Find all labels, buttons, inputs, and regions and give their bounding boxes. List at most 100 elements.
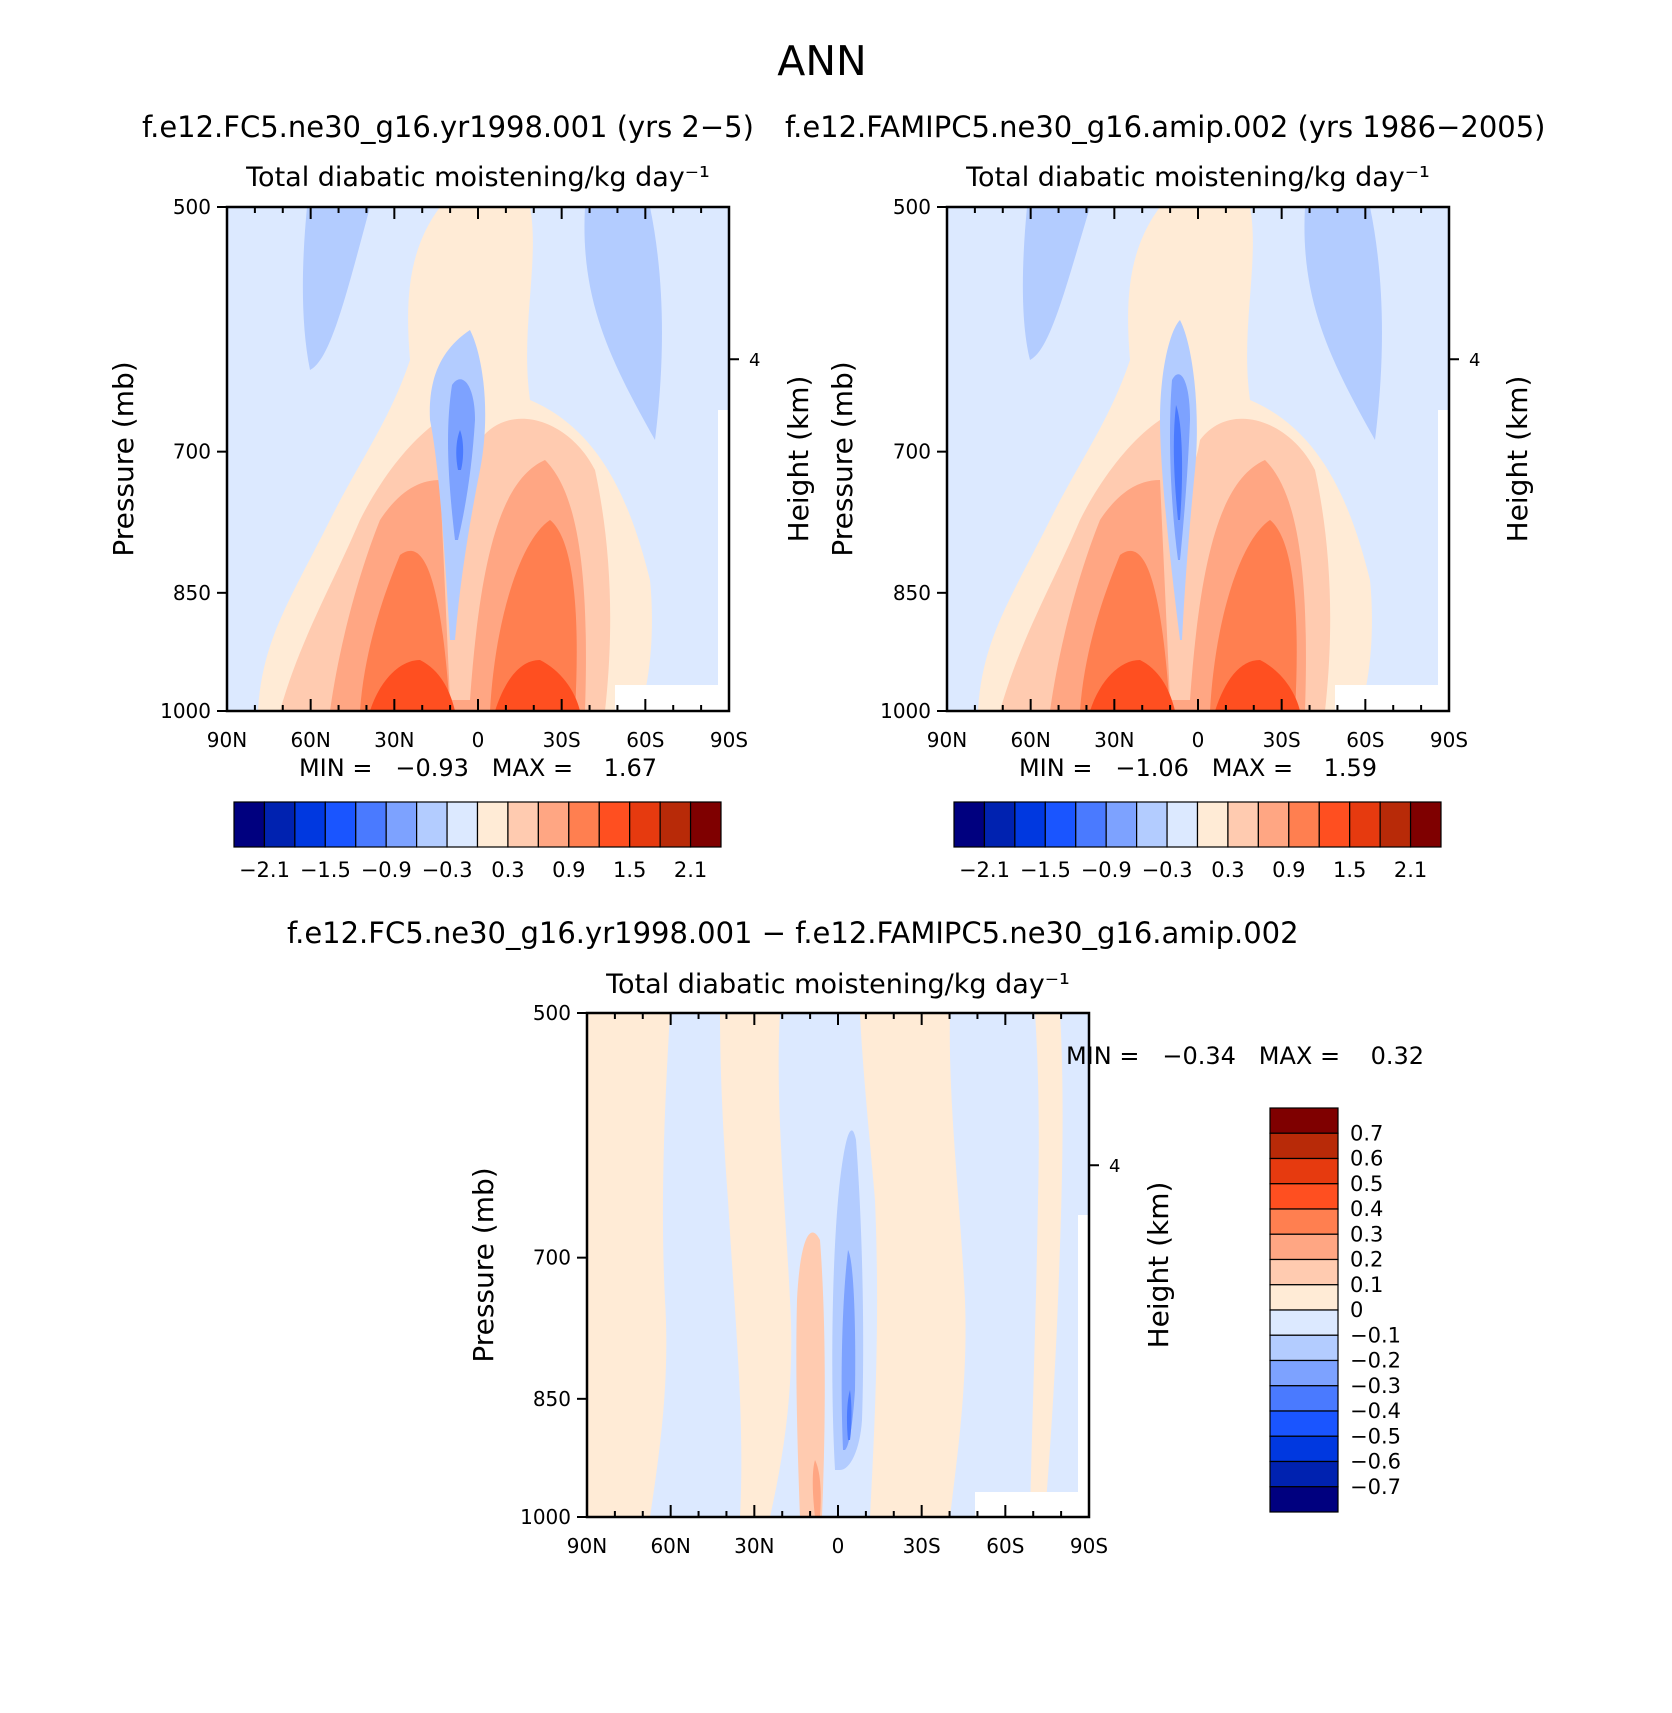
colorbar-swatch [1257,801,1290,848]
y-tick-label: 1000 [520,1505,571,1529]
colorbar-swatch [1269,1435,1339,1463]
y2-tick-label: 4 [1109,1156,1120,1177]
colorbar-swatch [385,801,418,848]
panel-b-y-axis-label: Pressure (mb) [826,361,859,556]
diff-y-axis-label: Pressure (mb) [467,1167,500,1362]
panel-b-pos-core-right [1210,520,1297,711]
colorbar-swatch [1269,1132,1339,1160]
panel-b-pos-peak-left [1090,660,1175,711]
panel-b-axes: 90N 60N 30N 0 30S 60S 90S 500 700 850 1000 4 [880,195,1480,752]
colorbar-swatch [1044,801,1077,848]
colorbar-swatch [355,801,387,848]
colorbar-swatch [1227,801,1259,848]
x-tick-label: 90N [927,728,967,752]
panel-a-axes: 90N 60N 30N 0 30S 60S 90S 500 700 850 1000 4 [160,195,760,752]
colorbar-swatch [294,801,326,848]
colorbar-label: −0.7 [1350,1475,1401,1499]
diff-neg-equator-min [846,1390,852,1440]
colorbar-label: −2.1 [239,858,290,882]
colorbar-swatch [1288,801,1320,848]
colorbar-label: 0.2 [1350,1248,1383,1272]
panel-b-case-title: f.e12.FAMIPC5.ne30_g16.amip.002 (yrs 198… [785,110,1546,144]
x-tick-label: 30S [543,728,581,752]
colorbar-label: 0.3 [1350,1222,1383,1246]
colorbar-swatch [1196,801,1229,848]
panel-b-chart-title: Total diabatic moistening/kg day⁻¹ [965,162,1430,193]
colorbar-swatch [233,801,266,848]
panel-b-topography-mask [1335,685,1449,711]
diff-case-title: f.e12.FC5.ne30_g16.yr1998.001 − f.e12.FA… [287,916,1299,950]
diff-pos-band-3 [860,1013,966,1517]
colorbar-label: 2.1 [674,858,707,882]
x-tick-label: 60N [1010,728,1050,752]
diff-pos-tropics-core [812,1460,821,1517]
colorbar-swatch [1136,801,1168,848]
colorbar-swatch [446,801,479,848]
panel-b-neg-left [1022,207,1090,360]
y-tick-label: 500 [893,195,931,219]
colorbar-swatch [598,801,631,848]
colorbar-swatch [476,801,509,848]
panel-a-pos-peak-right [495,660,580,711]
colorbar-label: −1.5 [300,858,351,882]
x-tick-label: 30N [374,728,414,752]
x-tick-label: 60N [650,1534,690,1558]
colorbar-label: −0.4 [1350,1399,1401,1423]
colorbar-label: 0.6 [1350,1147,1383,1171]
colorbar-label: −0.6 [1350,1450,1401,1474]
colorbar-label: 0.9 [1272,858,1305,882]
x-tick-label: 30N [734,1534,774,1558]
diff-axes: 90N 60N 30N 0 30S 60S 90S 500 700 850 1000 4 [520,1001,1120,1558]
colorbar-swatch [1075,801,1107,848]
colorbar-label: −0.3 [422,858,473,882]
colorbar-swatch [1409,801,1442,848]
colorbar-swatch [1379,801,1412,848]
colorbar-label: −0.9 [1081,858,1132,882]
colorbar-swatch [1014,801,1046,848]
x-tick-label: 30N [1094,728,1134,752]
colorbar-label: −1.5 [1020,858,1071,882]
colorbar-swatch [1269,1183,1339,1210]
colorbar-swatch [1269,1258,1339,1286]
panel-a-colorbar: −2.1 −1.5 −0.9 −0.3 0.3 0.9 1.5 2.1 [233,801,722,882]
panel-a-topography-mask [615,685,729,711]
colorbar-label: 0.7 [1350,1121,1383,1145]
panel-a-neg-right [584,207,662,440]
colorbar-swatch [1269,1334,1339,1362]
colorbar-swatch [1318,801,1351,848]
diff-pos-band-2 [720,1013,792,1517]
colorbar-label: −0.1 [1350,1323,1401,1347]
colorbar-swatch [659,801,692,848]
diff-topography-mask [975,1492,1089,1517]
colorbar-swatch [629,801,661,848]
panel-b-plot: Total diabatic moistening/kg day⁻¹ 90N 60… [826,162,1534,882]
colorbar-label: 0.1 [1350,1273,1383,1297]
x-tick-label: 30S [903,1534,941,1558]
colorbar-label: −0.3 [1142,858,1193,882]
y2-tick-label: 4 [1469,350,1480,371]
colorbar-swatch [1105,801,1138,848]
colorbar-swatch [507,801,539,848]
diff-pos-band-4 [1030,1013,1063,1517]
panel-b-equator-min [1173,405,1183,520]
x-tick-label: 90N [567,1534,607,1558]
colorbar-label: 1.5 [613,858,646,882]
y-tick-label: 1000 [160,699,211,723]
colorbar-swatch [568,801,600,848]
colorbar-swatch [1269,1107,1339,1134]
panel-a-topography-mask-2 [718,410,729,711]
colorbar-label: −0.2 [1350,1349,1401,1373]
y-tick-label: 500 [173,195,211,219]
panel-a-pos-peak-left [370,660,455,711]
colorbar-swatch [1269,1385,1339,1412]
colorbar-label: 0.5 [1350,1172,1383,1196]
x-tick-label: 0 [832,1534,845,1558]
season-title: ANN [777,37,866,85]
colorbar-swatch [689,801,722,848]
panel-a-equator-min [456,430,464,470]
colorbar-swatch [1269,1309,1339,1336]
colorbar-swatch [416,801,448,848]
colorbar-swatch [1269,1359,1339,1387]
panel-a-min-max: MIN = −0.93 MAX = 1.67 [299,754,657,782]
